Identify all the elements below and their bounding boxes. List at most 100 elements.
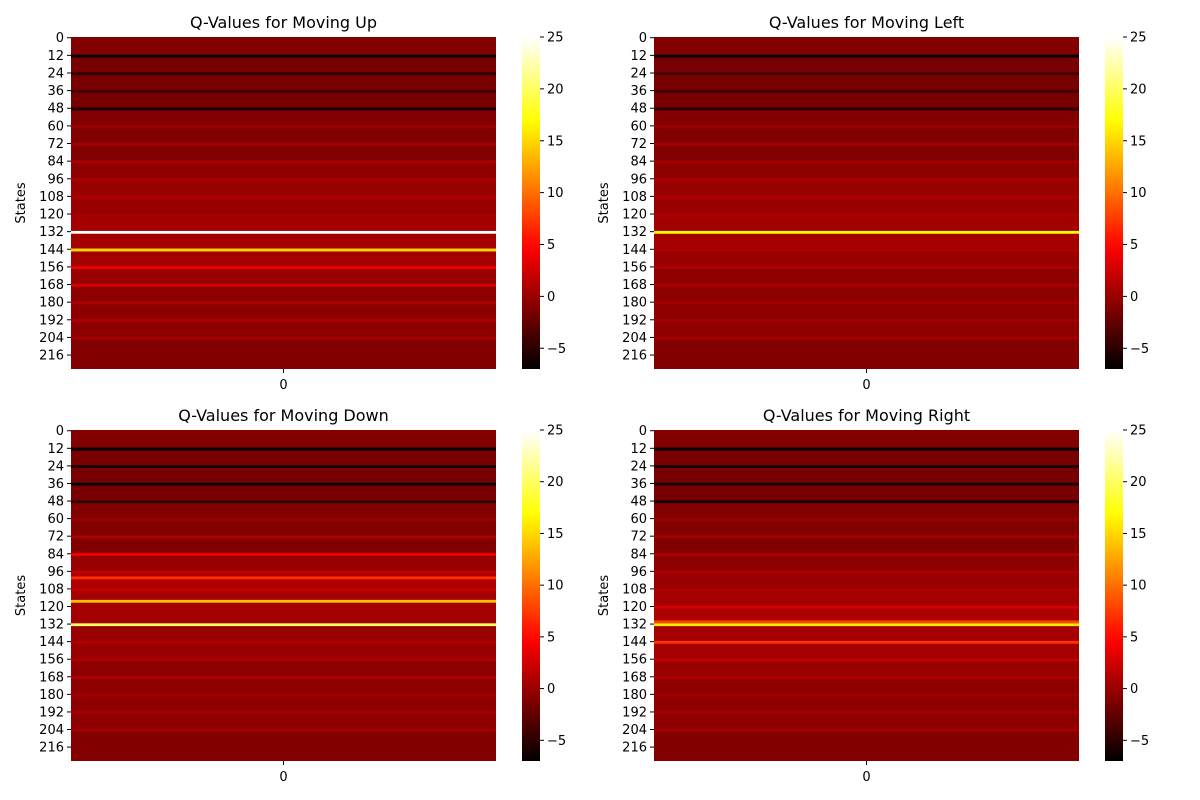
y-tick-label: 72 <box>630 137 647 152</box>
heatmap-cell <box>654 711 1079 715</box>
heatmap-cell <box>654 195 1079 199</box>
heatmap-cell <box>71 286 496 302</box>
heatmap-cell <box>654 553 1079 556</box>
y-tick-label: 0 <box>56 424 64 439</box>
heatmap-cell <box>71 468 496 483</box>
heatmap-cell <box>654 447 1079 451</box>
y-tick-label: 72 <box>47 137 64 152</box>
y-tick-label: 36 <box>630 477 647 492</box>
heatmap-cell <box>654 591 1079 606</box>
colorbar-tick-label: 20 <box>547 475 564 490</box>
y-tick-label: 120 <box>39 208 64 223</box>
heatmap-cell <box>71 230 496 234</box>
y-tick-label: 192 <box>622 313 647 328</box>
heatmap-cell <box>654 160 1079 164</box>
heatmap-cell <box>654 286 1079 302</box>
heatmap-cell <box>71 658 496 662</box>
heatmap-cell <box>71 57 496 73</box>
heatmap-cell <box>71 640 496 644</box>
heatmap-cell <box>654 520 1079 536</box>
heatmap-cell <box>654 37 1079 55</box>
y-tick-label: 24 <box>47 459 64 474</box>
heatmap-cell <box>654 696 1079 712</box>
colorbar: −5 0 5 10 15 20 25 <box>1105 31 1149 369</box>
heatmap-cell <box>654 693 1079 697</box>
heatmap-cell <box>71 125 496 129</box>
colorbar-tick-label: 5 <box>547 238 555 253</box>
y-tick-label: 108 <box>622 190 647 205</box>
heatmap-cell <box>71 500 496 504</box>
y-tick-label: 132 <box>622 225 647 240</box>
heatmap-cell <box>71 266 496 270</box>
heatmap-cell <box>71 599 496 603</box>
colorbar-tick-label: 5 <box>1130 630 1138 645</box>
y-tick-label: 108 <box>39 582 64 597</box>
y-tick-label: 180 <box>622 296 647 311</box>
y-tick-label: 120 <box>622 600 647 615</box>
y-tick-label: 0 <box>639 424 647 439</box>
heatmap-cell <box>71 661 496 677</box>
y-tick-label: 204 <box>622 723 647 738</box>
heatmap-cell <box>654 107 1079 111</box>
heatmap-cell <box>71 517 496 521</box>
y-tick-label: 156 <box>39 653 64 668</box>
heatmap-cell <box>654 72 1079 76</box>
heatmap-cell <box>654 678 1079 694</box>
colorbar-tick-label: 0 <box>547 682 555 697</box>
heatmap-cell <box>654 251 1079 267</box>
y-tick-label: 180 <box>39 688 64 703</box>
y-tick-label: 96 <box>47 172 64 187</box>
heatmap-cell <box>654 714 1079 729</box>
y-tick-label: 180 <box>39 296 64 311</box>
colorbar-tick-label: 0 <box>1130 682 1138 697</box>
heatmap-cell <box>71 321 496 337</box>
y-axis-label: States <box>597 575 612 616</box>
heatmap-cell <box>71 676 496 679</box>
heatmap-cell <box>71 482 496 486</box>
x-tick-label: 0 <box>279 770 287 785</box>
colorbar-gradient <box>1105 37 1123 369</box>
y-tick-label: 216 <box>39 349 64 364</box>
y-tick-label: 84 <box>47 547 64 562</box>
y-tick-label: 84 <box>630 155 647 170</box>
heatmap-cell <box>654 728 1079 732</box>
colorbar-tick-label: 25 <box>1130 31 1147 46</box>
heatmap-cell <box>71 160 496 164</box>
y-tick-label: 0 <box>639 31 647 46</box>
y-tick-label: 96 <box>630 172 647 187</box>
heatmap-cell <box>71 450 496 466</box>
heatmap-cell <box>654 233 1079 249</box>
heatmap-cell <box>654 500 1079 504</box>
y-tick-label: 36 <box>47 84 64 99</box>
y-tick-label: 60 <box>47 119 64 134</box>
colorbar-tick-label: 10 <box>547 579 564 594</box>
heatmap-cell <box>71 248 496 252</box>
heatmap-cell <box>71 128 496 143</box>
y-tick-label: 48 <box>630 102 647 117</box>
colorbar-tick-label: 20 <box>1130 82 1147 97</box>
heatmap-cell <box>654 608 1079 621</box>
x-tick-label: 0 <box>862 770 870 785</box>
heatmap-cell <box>654 570 1079 574</box>
heatmap-cell <box>654 430 1079 448</box>
heatmap-cell <box>71 430 496 448</box>
heatmap-cell <box>654 573 1079 589</box>
panel-title: Q-Values for Moving Left <box>769 13 964 32</box>
heatmap-cell <box>71 107 496 111</box>
heatmap-cell <box>71 37 496 55</box>
heatmap-cell <box>654 339 1079 369</box>
y-tick-label: 108 <box>622 582 647 597</box>
heatmap-cell <box>654 482 1079 486</box>
heatmap-cell <box>654 178 1079 181</box>
heatmap-cell <box>654 213 1079 217</box>
heatmap-cell <box>654 110 1079 126</box>
heatmap-cell <box>71 89 496 93</box>
heatmap-cell <box>654 588 1079 592</box>
y-tick-label: 144 <box>39 635 64 650</box>
heatmap-cell <box>654 319 1079 322</box>
y-tick-label: 156 <box>39 260 64 275</box>
y-tick-label: 60 <box>630 512 647 527</box>
heatmap-cell <box>654 626 1079 641</box>
y-tick-label: 168 <box>39 278 64 293</box>
heatmap-cell <box>71 693 496 697</box>
